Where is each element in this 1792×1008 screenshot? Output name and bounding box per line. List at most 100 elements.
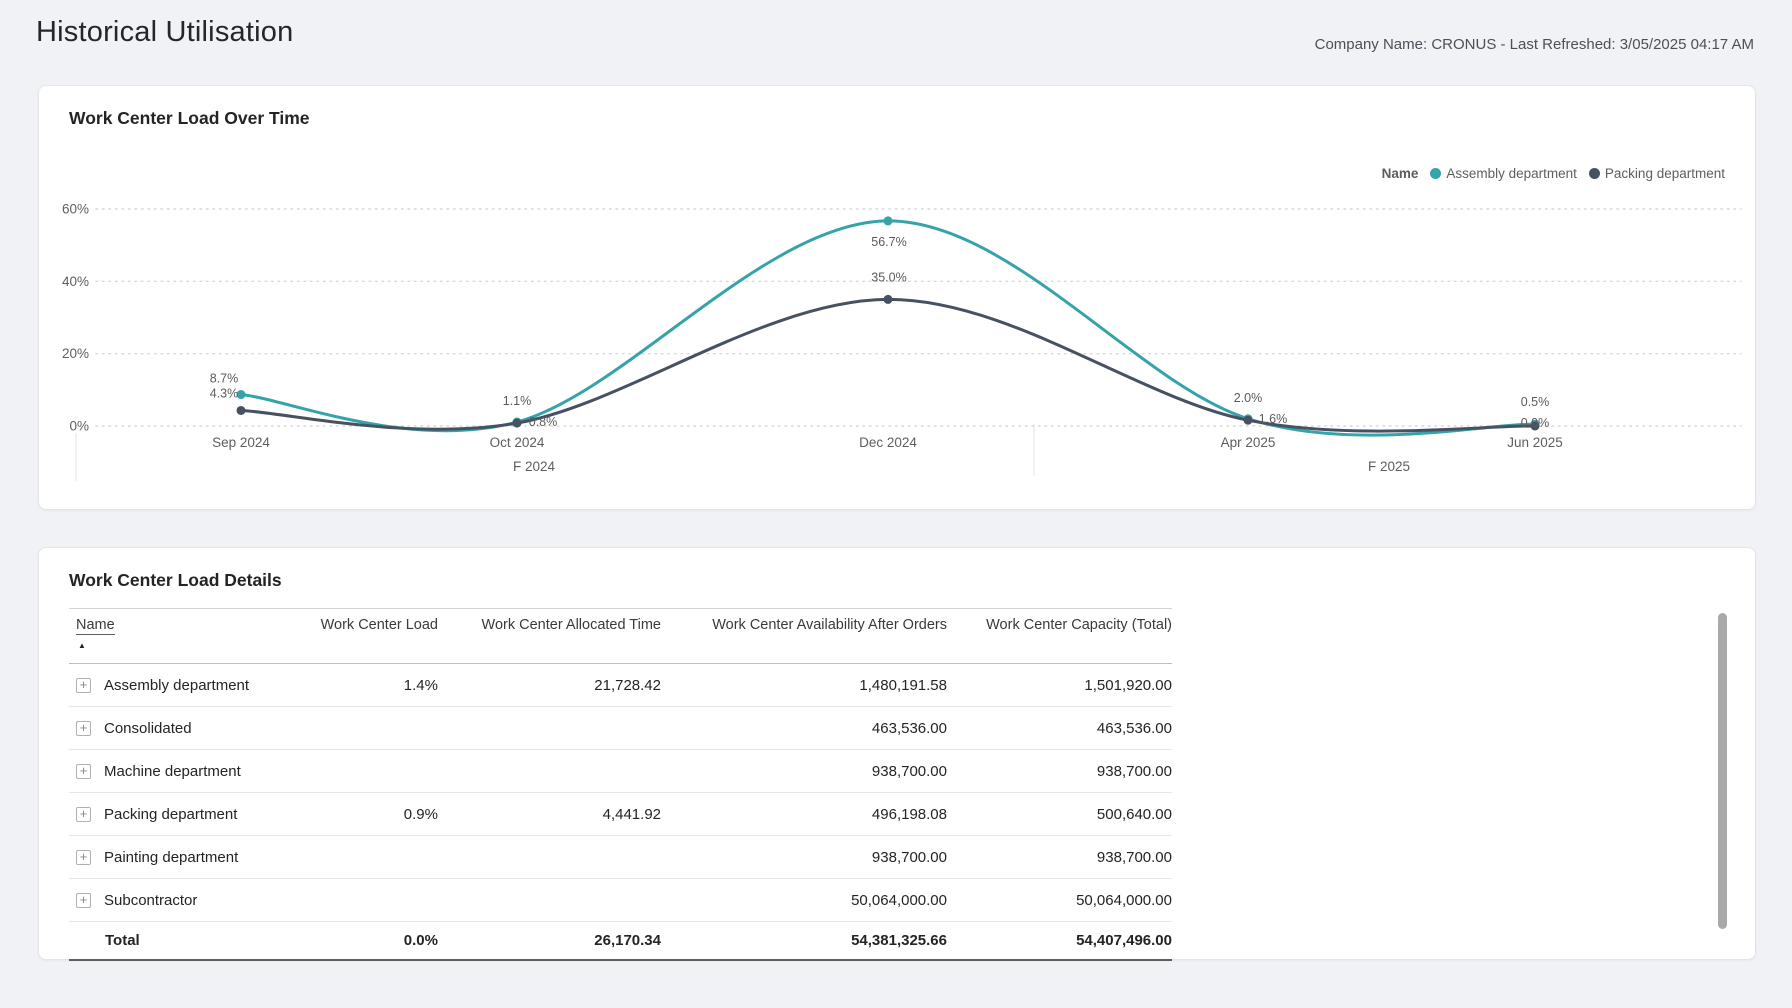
row-value-cell: 1.4% bbox=[301, 663, 438, 707]
table-title: Work Center Load Details bbox=[69, 570, 282, 590]
expand-row-icon[interactable] bbox=[76, 720, 91, 736]
row-name-cell: Assembly department bbox=[69, 663, 301, 707]
row-value-cell: 938,700.00 bbox=[947, 835, 1172, 879]
table-card: Work Center Load Details Name Work Cente… bbox=[38, 547, 1756, 961]
x-axis-group-label: F 2024 bbox=[513, 459, 556, 474]
x-axis-category-label: Sep 2024 bbox=[212, 435, 270, 450]
expand-row-icon[interactable] bbox=[76, 849, 91, 865]
sort-ascending-icon bbox=[78, 636, 301, 652]
column-header-allocated-time[interactable]: Work Center Allocated Time bbox=[438, 608, 661, 664]
total-label-cell: Total bbox=[69, 921, 301, 961]
legend-item-packing[interactable]: Packing department bbox=[1588, 166, 1725, 181]
work-center-table-wrap: Name Work Center Load Work Center Alloca… bbox=[69, 608, 1172, 961]
x-axis-group-label: F 2025 bbox=[1368, 459, 1410, 474]
row-value-cell bbox=[438, 878, 661, 922]
series-line-packing bbox=[239, 297, 1537, 433]
data-point-marker[interactable] bbox=[883, 294, 893, 304]
row-value-cell bbox=[438, 706, 661, 750]
data-point-marker[interactable] bbox=[512, 418, 522, 428]
row-value-cell bbox=[301, 835, 438, 879]
data-label: 2.0% bbox=[1234, 391, 1263, 405]
data-label: 35.0% bbox=[871, 270, 906, 284]
row-name-label: Subcontractor bbox=[104, 891, 198, 909]
data-point-marker[interactable] bbox=[1530, 421, 1540, 431]
data-label: 56.7% bbox=[871, 235, 906, 249]
x-axis-category-label: Dec 2024 bbox=[859, 435, 917, 450]
row-name-cell: Consolidated bbox=[69, 706, 301, 750]
report-meta: Company Name: CRONUS - Last Refreshed: 3… bbox=[1314, 36, 1754, 53]
column-header-availability[interactable]: Work Center Availability After Orders bbox=[661, 608, 947, 664]
row-value-cell: 0.9% bbox=[301, 792, 438, 836]
table-header-row: Name Work Center Load Work Center Alloca… bbox=[69, 608, 1172, 664]
row-value-cell: 0.0% bbox=[301, 921, 438, 961]
column-header-capacity[interactable]: Work Center Capacity (Total) bbox=[947, 608, 1172, 664]
row-value-cell: 496,198.08 bbox=[661, 792, 947, 836]
row-name-cell: Machine department bbox=[69, 749, 301, 793]
column-header-load[interactable]: Work Center Load bbox=[301, 608, 438, 664]
row-value-cell: 938,700.00 bbox=[947, 749, 1172, 793]
page-title: Historical Utilisation bbox=[36, 16, 294, 48]
series-color-dot-assembly bbox=[1430, 168, 1442, 179]
table-scrollbar-thumb[interactable] bbox=[1718, 613, 1727, 929]
data-label: 1.1% bbox=[503, 394, 532, 408]
data-label: 0.0% bbox=[1521, 416, 1550, 430]
data-label: 8.7% bbox=[210, 372, 239, 386]
row-value-cell: 938,700.00 bbox=[661, 749, 947, 793]
column-header-name[interactable]: Name bbox=[69, 608, 301, 664]
chart-legend: Name Assembly department Packing departm… bbox=[1382, 166, 1725, 181]
row-value-cell: 26,170.34 bbox=[438, 921, 661, 961]
work-center-table: Name Work Center Load Work Center Alloca… bbox=[69, 608, 1172, 961]
table-total-row: Total 0.0% 26,170.34 54,381,325.66 54,407,49… bbox=[69, 921, 1172, 961]
row-value-cell: 1,501,920.00 bbox=[947, 663, 1172, 707]
x-axis-category-label: Apr 2025 bbox=[1221, 435, 1276, 450]
y-axis-tick-label: 40% bbox=[62, 274, 89, 289]
expand-row-icon[interactable] bbox=[76, 677, 91, 693]
expand-row-icon[interactable] bbox=[76, 806, 91, 822]
row-value-cell bbox=[301, 749, 438, 793]
row-name-label: Consolidated bbox=[104, 719, 192, 737]
data-point-marker[interactable] bbox=[236, 390, 246, 400]
legend-label-packing: Packing department bbox=[1604, 166, 1725, 181]
data-label: 0.8% bbox=[529, 415, 558, 429]
series-color-dot-packing bbox=[1588, 168, 1600, 179]
row-name-label: Assembly department bbox=[104, 676, 250, 694]
x-axis-category-label: Jun 2025 bbox=[1507, 435, 1563, 450]
table-row[interactable]: Assembly department 1.4%21,728.421,480,19… bbox=[69, 663, 1172, 707]
legend-label-assembly: Assembly department bbox=[1446, 166, 1577, 181]
legend-title: Name bbox=[1381, 166, 1419, 181]
y-axis-tick-label: 20% bbox=[62, 346, 89, 361]
x-axis-category-label: Oct 2024 bbox=[490, 435, 545, 450]
row-value-cell: 463,536.00 bbox=[947, 706, 1172, 750]
table-body: Assembly department 1.4%21,728.421,480,19… bbox=[69, 663, 1172, 961]
chart-title: Work Center Load Over Time bbox=[69, 108, 310, 128]
row-name-cell: Painting department bbox=[69, 835, 301, 879]
expand-row-icon[interactable] bbox=[76, 763, 91, 779]
row-name-label: Painting department bbox=[104, 848, 239, 866]
table-row[interactable]: Packing department 0.9%4,441.92496,198.08… bbox=[69, 792, 1172, 836]
row-value-cell: 50,064,000.00 bbox=[661, 878, 947, 922]
column-header-name-label: Name bbox=[76, 617, 115, 635]
line-chart[interactable]: 0% 20% 40% 60% 8.7% 1.1% 56.7% 2.0% 0.5% 4.3% 0.8%… bbox=[39, 86, 1755, 509]
data-label: 4.3% bbox=[210, 386, 239, 400]
legend-item-assembly[interactable]: Assembly department bbox=[1430, 166, 1577, 181]
row-name-cell: Packing department bbox=[69, 792, 301, 836]
chart-card: Work Center Load Over Time Name Assembly… bbox=[38, 85, 1756, 510]
row-value-cell: 463,536.00 bbox=[661, 706, 947, 750]
data-label: 1.6% bbox=[1259, 412, 1288, 426]
row-value-cell: 54,381,325.66 bbox=[661, 921, 947, 961]
data-point-marker[interactable] bbox=[883, 216, 893, 226]
row-name-label: Machine department bbox=[104, 762, 241, 780]
row-value-cell bbox=[301, 706, 438, 750]
y-axis-tick-label: 60% bbox=[62, 201, 89, 216]
row-value-cell: 938,700.00 bbox=[661, 835, 947, 879]
data-point-marker[interactable] bbox=[1243, 415, 1253, 425]
expand-row-icon[interactable] bbox=[76, 892, 91, 908]
data-point-marker[interactable] bbox=[236, 405, 246, 415]
row-value-cell bbox=[301, 878, 438, 922]
row-name-label: Packing department bbox=[104, 805, 238, 823]
y-axis-tick-label: 0% bbox=[69, 419, 89, 434]
